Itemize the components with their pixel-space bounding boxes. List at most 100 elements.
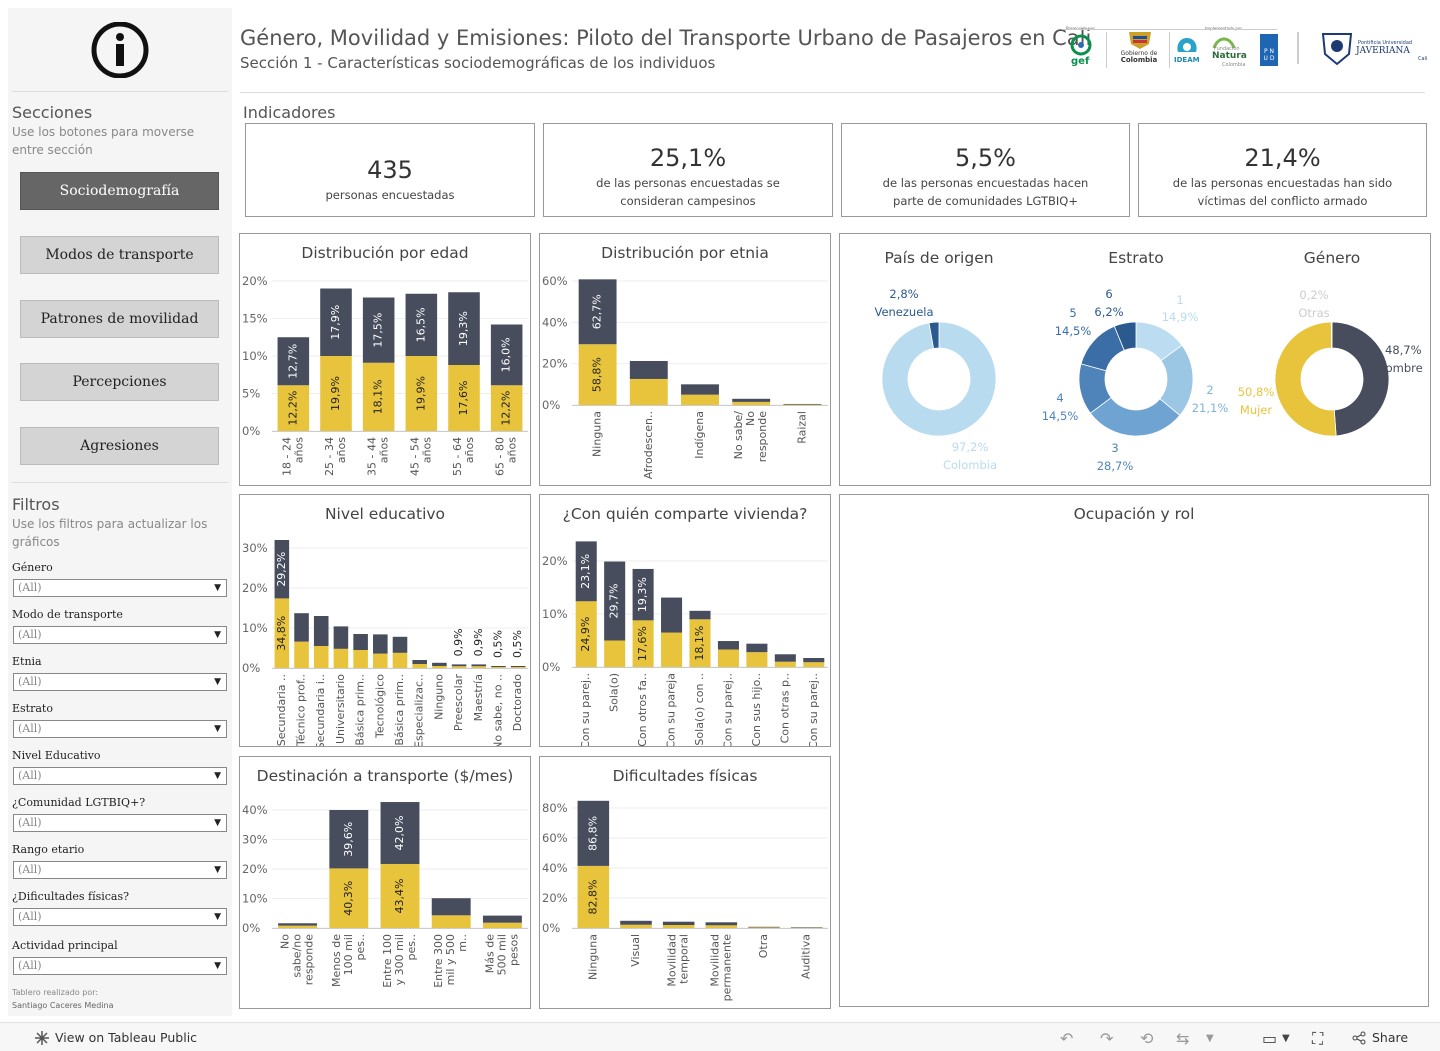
bar-male[interactable]: [790, 927, 823, 928]
bar-male[interactable]: [490, 324, 523, 386]
bar-female[interactable]: [294, 641, 309, 668]
share-button[interactable]: Share: [1372, 1030, 1409, 1045]
bar-female[interactable]: [577, 865, 610, 928]
bar-female[interactable]: [278, 925, 318, 928]
bar-female[interactable]: [705, 925, 738, 928]
bar-male[interactable]: [705, 922, 738, 926]
bar-male[interactable]: [362, 297, 395, 363]
bar-female[interactable]: [783, 404, 822, 406]
pais-slice[interactable]: [881, 321, 997, 437]
bar-female[interactable]: [681, 394, 719, 405]
bar-male[interactable]: [320, 288, 352, 357]
nav-modos-transporte-button[interactable]: Modos de transporte: [20, 236, 219, 274]
redo-icon[interactable]: ↷: [1100, 1029, 1114, 1048]
bar-female[interactable]: [329, 868, 369, 928]
pais-slice[interactable]: [928, 321, 940, 349]
bar-female[interactable]: [274, 598, 290, 668]
bar-female[interactable]: [277, 385, 310, 431]
revert-icon[interactable]: ⟲: [1140, 1029, 1154, 1048]
filter-modo-select[interactable]: (All) ▼: [13, 626, 227, 644]
bar-male[interactable]: [329, 810, 369, 869]
bar-female[interactable]: [491, 667, 506, 668]
bar-male[interactable]: [604, 561, 626, 641]
bar-female[interactable]: [662, 925, 695, 928]
comment-dropdown-icon[interactable]: ▼: [1282, 1033, 1290, 1044]
nav-patrones-movilidad-button[interactable]: Patrones de movilidad: [20, 300, 219, 338]
filter-lgtbiq-select[interactable]: (All) ▼: [13, 814, 227, 832]
bar-male[interactable]: [431, 898, 471, 916]
bar-male[interactable]: [510, 666, 526, 667]
bar-female[interactable]: [689, 619, 711, 667]
bar-male[interactable]: [353, 634, 368, 650]
bar-male[interactable]: [803, 657, 825, 663]
bar-male[interactable]: [313, 616, 329, 646]
bar-female[interactable]: [661, 632, 683, 667]
nav-percepciones-button[interactable]: Percepciones: [20, 363, 219, 401]
bar-male[interactable]: [629, 360, 668, 379]
bar-female[interactable]: [432, 666, 447, 668]
share-icon[interactable]: [1352, 1031, 1366, 1045]
bar-female[interactable]: [732, 401, 771, 405]
bar-male[interactable]: [333, 626, 349, 649]
bar-male[interactable]: [717, 641, 739, 650]
bar-female[interactable]: [632, 620, 654, 667]
bar-female[interactable]: [362, 362, 395, 431]
bar-male[interactable]: [471, 664, 487, 667]
filter-genero-select[interactable]: (All) ▼: [13, 579, 227, 597]
bar-female[interactable]: [405, 356, 438, 431]
bar-male[interactable]: [632, 568, 654, 621]
bar-male[interactable]: [689, 610, 711, 620]
info-icon[interactable]: [90, 22, 150, 78]
bar-male[interactable]: [380, 802, 420, 864]
bar-female[interactable]: [320, 356, 352, 431]
bar-female[interactable]: [510, 667, 526, 668]
bar-male[interactable]: [681, 384, 719, 395]
bar-female[interactable]: [620, 924, 652, 928]
bar-male[interactable]: [432, 662, 447, 666]
bar-female[interactable]: [717, 649, 739, 667]
bar-male[interactable]: [575, 541, 597, 602]
filter-dificultades-select[interactable]: (All) ▼: [13, 908, 227, 926]
bar-male[interactable]: [278, 923, 318, 926]
bar-female[interactable]: [448, 365, 480, 431]
bar-male[interactable]: [274, 540, 290, 599]
refresh-dropdown-icon[interactable]: ▼: [1206, 1033, 1214, 1044]
filter-etnia-select[interactable]: (All) ▼: [13, 673, 227, 691]
bar-male[interactable]: [578, 279, 617, 345]
undo-icon[interactable]: ↶: [1060, 1029, 1074, 1048]
bar-female[interactable]: [392, 652, 408, 668]
bar-female[interactable]: [431, 915, 471, 928]
bar-female[interactable]: [373, 653, 388, 668]
bar-female[interactable]: [490, 385, 523, 431]
genero-slice[interactable]: [1330, 321, 1333, 349]
bar-female[interactable]: [482, 922, 522, 928]
filter-estrato-select[interactable]: (All) ▼: [13, 720, 227, 738]
bar-male[interactable]: [277, 337, 310, 386]
genero-slice[interactable]: [1274, 321, 1337, 437]
bar-female[interactable]: [451, 666, 467, 668]
fullscreen-icon[interactable]: ⛶: [1312, 1029, 1324, 1048]
nav-sociodemografia-button[interactable]: Sociodemografía: [20, 172, 219, 210]
filter-nivel-select[interactable]: (All) ▼: [13, 767, 227, 785]
bar-male[interactable]: [661, 597, 683, 633]
bar-female[interactable]: [604, 640, 626, 668]
bar-female[interactable]: [578, 344, 617, 405]
bar-female[interactable]: [575, 601, 597, 667]
bar-male[interactable]: [373, 634, 388, 654]
bar-male[interactable]: [392, 636, 408, 653]
bar-female[interactable]: [313, 646, 329, 668]
bar-male[interactable]: [448, 292, 480, 365]
refresh-icon[interactable]: ⇆: [1176, 1029, 1190, 1048]
genero-slice[interactable]: [1331, 321, 1390, 437]
bar-female[interactable]: [353, 650, 368, 668]
comment-icon[interactable]: ▭: [1262, 1029, 1278, 1048]
bar-male[interactable]: [662, 921, 695, 925]
bar-male[interactable]: [783, 403, 822, 405]
view-on-tableau-link[interactable]: View on Tableau Public: [55, 1030, 198, 1045]
bar-male[interactable]: [294, 613, 309, 642]
bar-female[interactable]: [629, 378, 668, 405]
bar-female[interactable]: [774, 661, 796, 667]
bar-male[interactable]: [748, 926, 780, 928]
bar-male[interactable]: [620, 920, 652, 925]
bar-female[interactable]: [471, 666, 487, 668]
